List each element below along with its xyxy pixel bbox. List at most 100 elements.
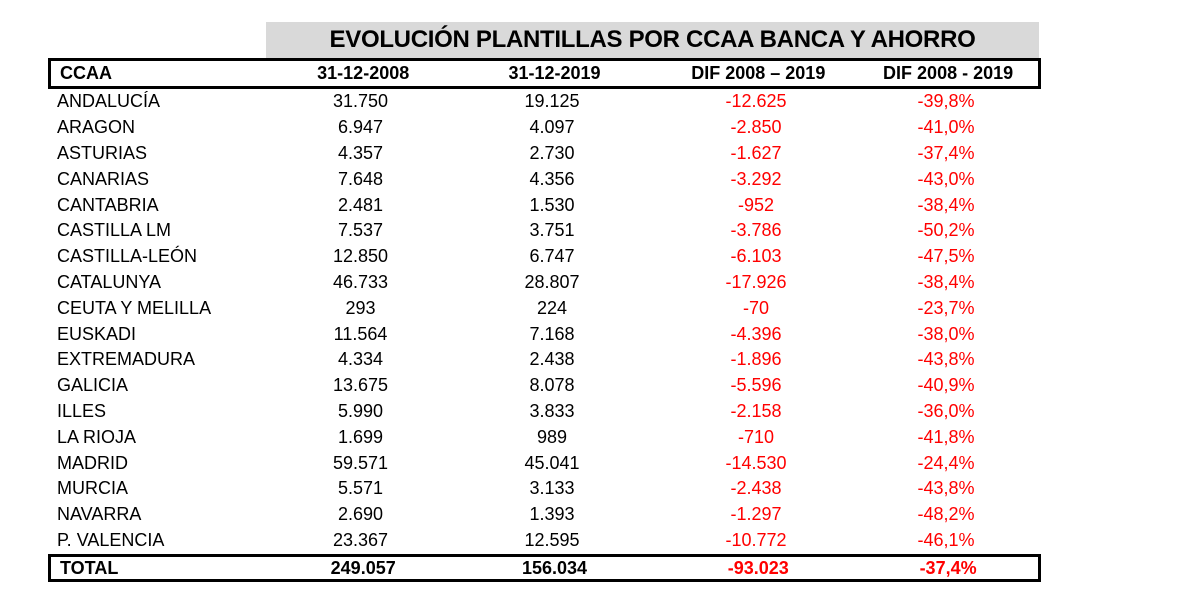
- ccaa-name: EXTREMADURA: [57, 349, 196, 370]
- value-2008: 13.675: [332, 375, 389, 396]
- table-row: EUSKADI 11.564 7.168 -4.396 -38,0%: [48, 321, 1041, 347]
- table-row: P. VALENCIA 23.367 12.595 -10.772 -46,1%: [48, 528, 1041, 554]
- ccaa-name: MURCIA: [57, 478, 128, 499]
- dif-abs: -1.896: [730, 349, 782, 370]
- ccaa-name: NAVARRA: [57, 504, 142, 525]
- dif-abs: -12.625: [725, 91, 787, 112]
- value-2019: 4.097: [529, 117, 575, 138]
- value-2008: 5.990: [337, 400, 384, 421]
- table-row: ARAGON 6.947 4.097 -2.850 -41,0%: [48, 115, 1041, 141]
- value-2019: 224: [536, 297, 568, 318]
- dif-pct: -23,7%: [917, 297, 975, 318]
- value-2019: 1.530: [529, 194, 575, 215]
- table-row: CASTILLA LM 7.537 3.751 -3.786 -50,2%: [48, 218, 1041, 244]
- table-row: GALICIA 13.675 8.078 -5.596 -40,9%: [48, 373, 1041, 399]
- header-row: CCAA 31-12-2008 31-12-2019 DIF 2008 – 20…: [48, 58, 1041, 89]
- value-2019: 6.747: [529, 246, 575, 267]
- total-row: TOTAL 249.057 156.034 -93.023 -37,4%: [48, 554, 1041, 583]
- dif-abs: -5.596: [730, 375, 782, 396]
- value-2019: 2.730: [529, 142, 575, 163]
- dif-pct: -48,2%: [917, 504, 975, 525]
- dif-abs: -2.850: [730, 117, 782, 138]
- table-row: LA RIOJA 1.699 989 -710 -41,8%: [48, 424, 1041, 450]
- value-2008: 12.850: [332, 246, 389, 267]
- ccaa-name: ARAGON: [57, 117, 136, 138]
- value-2008: 4.357: [337, 142, 384, 163]
- value-2008: 7.648: [337, 168, 384, 189]
- header-dif-pct: DIF 2008 - 2019: [883, 63, 1014, 83]
- ccaa-name: P. VALENCIA: [57, 529, 165, 550]
- dif-abs: -2.438: [730, 478, 782, 499]
- ccaa-name: CATALUNYA: [57, 271, 162, 292]
- dif-abs: -14.530: [725, 452, 787, 473]
- ccaa-name: ANDALUCÍA: [57, 91, 161, 112]
- value-2008: 46.733: [332, 271, 389, 292]
- value-2008: 7.537: [337, 220, 384, 241]
- dif-pct: -38,4%: [917, 194, 975, 215]
- dif-pct: -37,4%: [917, 142, 975, 163]
- value-2019: 3.751: [529, 220, 575, 241]
- header-2019: 31-12-2019: [508, 63, 601, 83]
- ccaa-name: CEUTA Y MELILLA: [57, 297, 212, 318]
- total-dif-abs: -93.023: [727, 557, 789, 578]
- table-row: CANARIAS 7.648 4.356 -3.292 -43,0%: [48, 166, 1041, 192]
- dif-abs: -3.292: [730, 168, 782, 189]
- value-2008: 1.699: [337, 426, 384, 447]
- value-2008: 23.367: [332, 529, 389, 550]
- value-2019: 45.041: [524, 452, 580, 473]
- dif-pct: -39,8%: [917, 91, 975, 112]
- dif-pct: -40,9%: [917, 375, 975, 396]
- total-label: TOTAL: [60, 557, 119, 578]
- value-2008: 6.947: [337, 117, 384, 138]
- dif-pct: -24,4%: [917, 452, 975, 473]
- value-2019: 19.125: [524, 91, 580, 112]
- value-2019: 2.438: [529, 349, 575, 370]
- dif-pct: -43,0%: [917, 168, 975, 189]
- table-row: EXTREMADURA 4.334 2.438 -1.896 -43,8%: [48, 347, 1041, 373]
- dif-pct: -47,5%: [917, 246, 975, 267]
- table-row: CANTABRIA 2.481 1.530 -952 -38,4%: [48, 192, 1041, 218]
- dif-abs: -1.627: [730, 142, 782, 163]
- dif-pct: -41,8%: [917, 426, 975, 447]
- dif-abs: -952: [737, 194, 775, 215]
- dif-abs: -10.772: [725, 529, 787, 550]
- total-2019: 156.034: [521, 557, 588, 578]
- header-ccaa: CCAA: [60, 63, 112, 83]
- ccaa-name: MADRID: [57, 452, 128, 473]
- data-table: CCAA 31-12-2008 31-12-2019 DIF 2008 – 20…: [48, 58, 1041, 583]
- ccaa-name: ASTURIAS: [57, 142, 148, 163]
- ccaa-name: ILLES: [57, 400, 107, 421]
- header-2008: 31-12-2008: [317, 63, 410, 83]
- dif-pct: -38,0%: [917, 323, 975, 344]
- table-row: CASTILLA-LEÓN 12.850 6.747 -6.103 -47,5%: [48, 244, 1041, 270]
- value-2019: 12.595: [524, 529, 580, 550]
- value-2019: 8.078: [529, 375, 575, 396]
- dif-pct: -50,2%: [917, 220, 975, 241]
- value-2008: 2.481: [337, 194, 384, 215]
- ccaa-name: LA RIOJA: [57, 426, 137, 447]
- dif-abs: -6.103: [730, 246, 782, 267]
- ccaa-name: GALICIA: [57, 375, 129, 396]
- value-2019: 1.393: [529, 504, 575, 525]
- value-2019: 3.833: [529, 400, 575, 421]
- ccaa-name: CASTILLA LM: [57, 220, 172, 241]
- dif-abs: -1.297: [730, 504, 782, 525]
- table-row: MADRID 59.571 45.041 -14.530 -24,4%: [48, 450, 1041, 476]
- table-body: ANDALUCÍA 31.750 19.125 -12.625 -39,8% ARAGON…: [48, 89, 1041, 553]
- value-2019: 7.168: [529, 323, 575, 344]
- dif-pct: -38,4%: [917, 271, 975, 292]
- dif-abs: -4.396: [730, 323, 782, 344]
- ccaa-name: CASTILLA-LEÓN: [57, 246, 198, 267]
- table-title: EVOLUCIÓN PLANTILLAS POR CCAA BANCA Y AH…: [266, 22, 1039, 58]
- value-2008: 31.750: [332, 91, 389, 112]
- table-row: ILLES 5.990 3.833 -2.158 -36,0%: [48, 399, 1041, 425]
- dif-abs: -710: [737, 426, 775, 447]
- value-2019: 3.133: [529, 478, 575, 499]
- value-2008: 2.690: [337, 504, 384, 525]
- ccaa-name: CANARIAS: [57, 168, 150, 189]
- table-row: MURCIA 5.571 3.133 -2.438 -43,8%: [48, 476, 1041, 502]
- dif-abs: -17.926: [725, 271, 787, 292]
- dif-abs: -70: [742, 297, 769, 318]
- dif-abs: -3.786: [730, 220, 782, 241]
- dif-abs: -2.158: [730, 400, 782, 421]
